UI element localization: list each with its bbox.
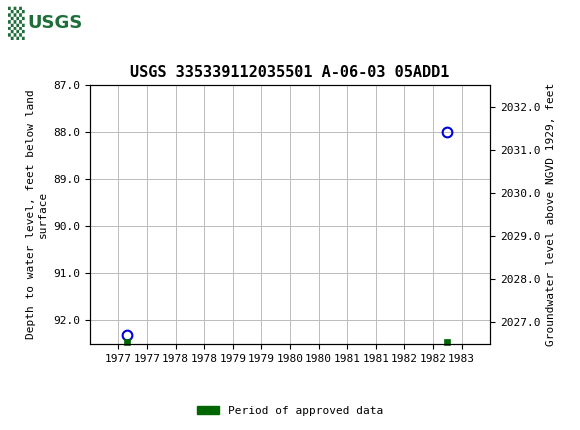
Text: USGS: USGS [28, 14, 83, 32]
Legend: Period of approved data: Period of approved data [193, 401, 387, 420]
Y-axis label: Depth to water level, feet below land
surface: Depth to water level, feet below land su… [26, 90, 48, 339]
FancyBboxPatch shape [5, 4, 103, 43]
Title: USGS 335339112035501 A-06-03 05ADD1: USGS 335339112035501 A-06-03 05ADD1 [130, 65, 450, 80]
Y-axis label: Groundwater level above NGVD 1929, feet: Groundwater level above NGVD 1929, feet [546, 83, 556, 346]
Text: ▒: ▒ [8, 6, 24, 40]
